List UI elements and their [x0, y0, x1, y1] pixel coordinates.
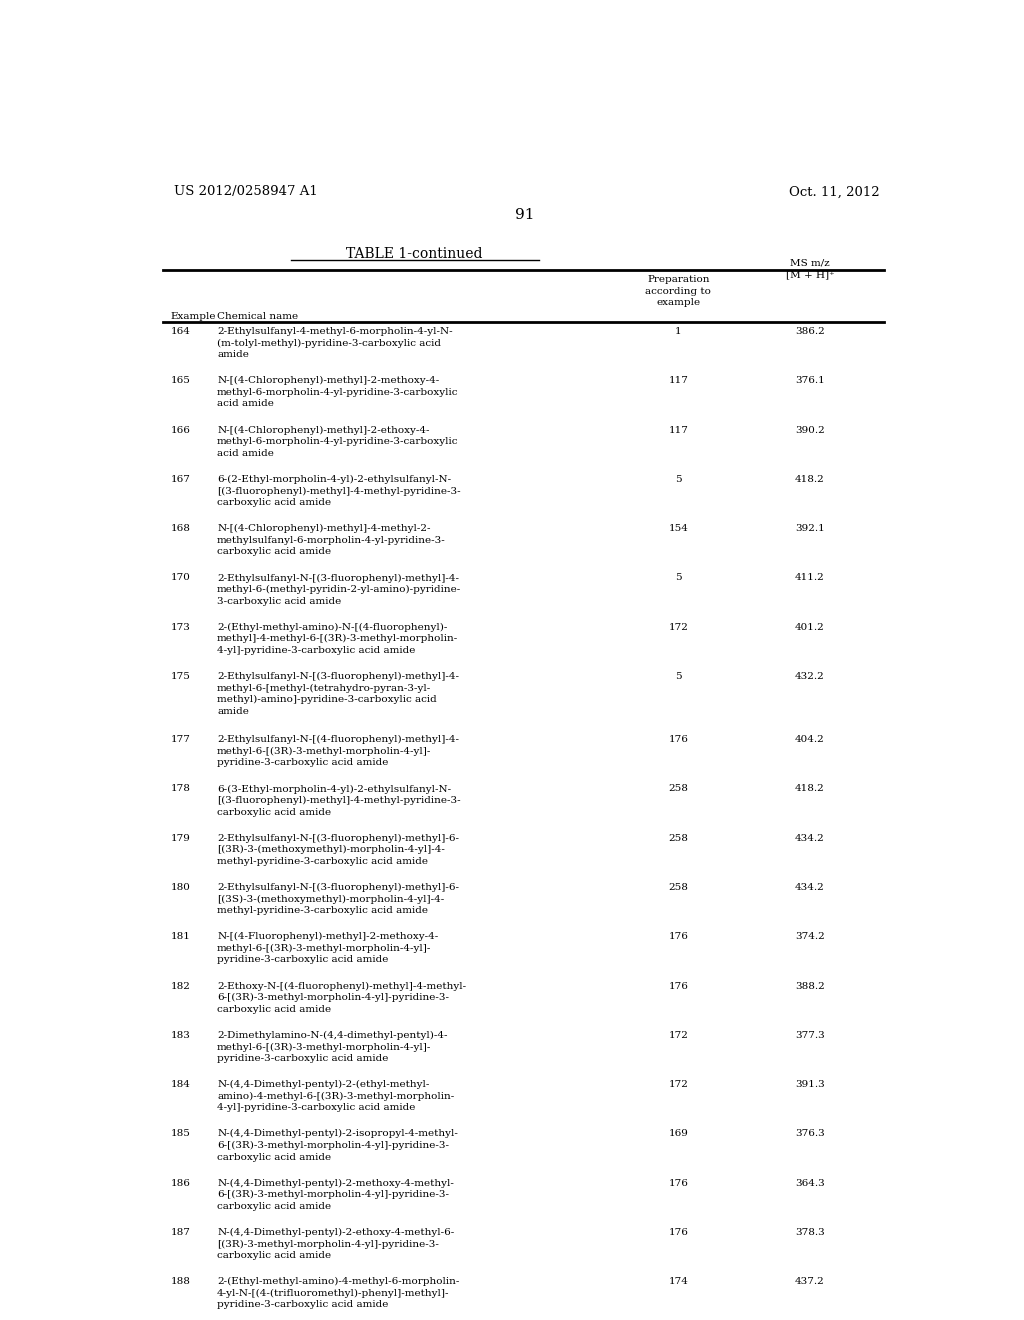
- Text: 388.2: 388.2: [795, 982, 825, 990]
- Text: 176: 176: [669, 735, 688, 744]
- Text: 2-(Ethyl-methyl-amino)-4-methyl-6-morpholin-
4-yl-N-[(4-(trifluoromethyl)-phenyl: 2-(Ethyl-methyl-amino)-4-methyl-6-morpho…: [217, 1278, 460, 1309]
- Text: 181: 181: [171, 932, 190, 941]
- Text: 392.1: 392.1: [795, 524, 825, 533]
- Text: 5: 5: [675, 475, 682, 484]
- Text: 180: 180: [171, 883, 190, 892]
- Text: 169: 169: [669, 1130, 688, 1138]
- Text: 2-Ethylsulfanyl-N-[(3-fluorophenyl)-methyl]-4-
methyl-6-[methyl-(tetrahydro-pyra: 2-Ethylsulfanyl-N-[(3-fluorophenyl)-meth…: [217, 672, 459, 715]
- Text: 167: 167: [171, 475, 190, 484]
- Text: 376.1: 376.1: [795, 376, 825, 385]
- Text: 391.3: 391.3: [795, 1080, 825, 1089]
- Text: 117: 117: [669, 376, 688, 385]
- Text: 178: 178: [171, 784, 190, 793]
- Text: 390.2: 390.2: [795, 425, 825, 434]
- Text: 168: 168: [171, 524, 190, 533]
- Text: N-[(4-Fluorophenyl)-methyl]-2-methoxy-4-
methyl-6-[(3R)-3-methyl-morpholin-4-yl]: N-[(4-Fluorophenyl)-methyl]-2-methoxy-4-…: [217, 932, 438, 965]
- Text: 174: 174: [669, 1278, 688, 1286]
- Text: N-(4,4-Dimethyl-pentyl)-2-ethoxy-4-methyl-6-
[(3R)-3-methyl-morpholin-4-yl]-pyri: N-(4,4-Dimethyl-pentyl)-2-ethoxy-4-methy…: [217, 1228, 455, 1261]
- Text: 2-Ethoxy-N-[(4-fluorophenyl)-methyl]-4-methyl-
6-[(3R)-3-methyl-morpholin-4-yl]-: 2-Ethoxy-N-[(4-fluorophenyl)-methyl]-4-m…: [217, 982, 466, 1014]
- Text: 386.2: 386.2: [795, 327, 825, 337]
- Text: Oct. 11, 2012: Oct. 11, 2012: [790, 185, 880, 198]
- Text: 175: 175: [171, 672, 190, 681]
- Text: 6-(2-Ethyl-morpholin-4-yl)-2-ethylsulfanyl-N-
[(3-fluorophenyl)-methyl]-4-methyl: 6-(2-Ethyl-morpholin-4-yl)-2-ethylsulfan…: [217, 475, 461, 507]
- Text: 404.2: 404.2: [795, 735, 825, 744]
- Text: 173: 173: [171, 623, 190, 632]
- Text: Preparation
according to
example: Preparation according to example: [645, 276, 712, 308]
- Text: 434.2: 434.2: [795, 834, 825, 842]
- Text: 176: 176: [669, 1179, 688, 1188]
- Text: Chemical name: Chemical name: [217, 313, 298, 321]
- Text: N-[(4-Chlorophenyl)-methyl]-4-methyl-2-
methylsulfanyl-6-morpholin-4-yl-pyridine: N-[(4-Chlorophenyl)-methyl]-4-methyl-2- …: [217, 524, 445, 556]
- Text: 166: 166: [171, 425, 190, 434]
- Text: 6-(3-Ethyl-morpholin-4-yl)-2-ethylsulfanyl-N-
[(3-fluorophenyl)-methyl]-4-methyl: 6-(3-Ethyl-morpholin-4-yl)-2-ethylsulfan…: [217, 784, 461, 817]
- Text: 177: 177: [171, 735, 190, 744]
- Text: 1: 1: [675, 327, 682, 337]
- Text: 2-(Ethyl-methyl-amino)-N-[(4-fluorophenyl)-
methyl]-4-methyl-6-[(3R)-3-methyl-mo: 2-(Ethyl-methyl-amino)-N-[(4-fluoropheny…: [217, 623, 459, 655]
- Text: 188: 188: [171, 1278, 190, 1286]
- Text: 154: 154: [669, 524, 688, 533]
- Text: TABLE 1-continued: TABLE 1-continued: [346, 247, 483, 261]
- Text: 258: 258: [669, 784, 688, 793]
- Text: N-(4,4-Dimethyl-pentyl)-2-methoxy-4-methyl-
6-[(3R)-3-methyl-morpholin-4-yl]-pyr: N-(4,4-Dimethyl-pentyl)-2-methoxy-4-meth…: [217, 1179, 454, 1210]
- Text: 2-Ethylsulfanyl-N-[(3-fluorophenyl)-methyl]-4-
methyl-6-(methyl-pyridin-2-yl-ami: 2-Ethylsulfanyl-N-[(3-fluorophenyl)-meth…: [217, 573, 462, 606]
- Text: 117: 117: [669, 425, 688, 434]
- Text: 187: 187: [171, 1228, 190, 1237]
- Text: 2-Dimethylamino-N-(4,4-dimethyl-pentyl)-4-
methyl-6-[(3R)-3-methyl-morpholin-4-y: 2-Dimethylamino-N-(4,4-dimethyl-pentyl)-…: [217, 1031, 447, 1063]
- Text: 184: 184: [171, 1080, 190, 1089]
- Text: US 2012/0258947 A1: US 2012/0258947 A1: [174, 185, 318, 198]
- Text: 172: 172: [669, 1031, 688, 1040]
- Text: 172: 172: [669, 623, 688, 632]
- Text: 176: 176: [669, 982, 688, 990]
- Text: 165: 165: [171, 376, 190, 385]
- Text: 364.3: 364.3: [795, 1179, 825, 1188]
- Text: Example: Example: [171, 313, 216, 321]
- Text: 411.2: 411.2: [795, 573, 825, 582]
- Text: N-[(4-Chlorophenyl)-methyl]-2-methoxy-4-
methyl-6-morpholin-4-yl-pyridine-3-carb: N-[(4-Chlorophenyl)-methyl]-2-methoxy-4-…: [217, 376, 459, 408]
- Text: N-(4,4-Dimethyl-pentyl)-2-(ethyl-methyl-
amino)-4-methyl-6-[(3R)-3-methyl-morpho: N-(4,4-Dimethyl-pentyl)-2-(ethyl-methyl-…: [217, 1080, 455, 1113]
- Text: 378.3: 378.3: [795, 1228, 825, 1237]
- Text: 170: 170: [171, 573, 190, 582]
- Text: 179: 179: [171, 834, 190, 842]
- Text: 432.2: 432.2: [795, 672, 825, 681]
- Text: 258: 258: [669, 883, 688, 892]
- Text: 401.2: 401.2: [795, 623, 825, 632]
- Text: 186: 186: [171, 1179, 190, 1188]
- Text: 2-Ethylsulfanyl-N-[(3-fluorophenyl)-methyl]-6-
[(3S)-3-(methoxymethyl)-morpholin: 2-Ethylsulfanyl-N-[(3-fluorophenyl)-meth…: [217, 883, 459, 915]
- Text: 5: 5: [675, 672, 682, 681]
- Text: 374.2: 374.2: [795, 932, 825, 941]
- Text: 418.2: 418.2: [795, 475, 825, 484]
- Text: 258: 258: [669, 834, 688, 842]
- Text: 2-Ethylsulfanyl-N-[(3-fluorophenyl)-methyl]-6-
[(3R)-3-(methoxymethyl)-morpholin: 2-Ethylsulfanyl-N-[(3-fluorophenyl)-meth…: [217, 834, 459, 866]
- Text: MS m/z
[M + H]⁺: MS m/z [M + H]⁺: [785, 259, 835, 279]
- Text: 183: 183: [171, 1031, 190, 1040]
- Text: 2-Ethylsulfanyl-4-methyl-6-morpholin-4-yl-N-
(m-tolyl-methyl)-pyridine-3-carboxy: 2-Ethylsulfanyl-4-methyl-6-morpholin-4-y…: [217, 327, 453, 359]
- Text: 5: 5: [675, 573, 682, 582]
- Text: 376.3: 376.3: [795, 1130, 825, 1138]
- Text: 418.2: 418.2: [795, 784, 825, 793]
- Text: 164: 164: [171, 327, 190, 337]
- Text: 172: 172: [669, 1080, 688, 1089]
- Text: 377.3: 377.3: [795, 1031, 825, 1040]
- Text: 176: 176: [669, 1228, 688, 1237]
- Text: 176: 176: [669, 932, 688, 941]
- Text: 2-Ethylsulfanyl-N-[(4-fluorophenyl)-methyl]-4-
methyl-6-[(3R)-3-methyl-morpholin: 2-Ethylsulfanyl-N-[(4-fluorophenyl)-meth…: [217, 735, 459, 767]
- Text: 182: 182: [171, 982, 190, 990]
- Text: N-[(4-Chlorophenyl)-methyl]-2-ethoxy-4-
methyl-6-morpholin-4-yl-pyridine-3-carbo: N-[(4-Chlorophenyl)-methyl]-2-ethoxy-4- …: [217, 425, 459, 458]
- Text: N-(4,4-Dimethyl-pentyl)-2-isopropyl-4-methyl-
6-[(3R)-3-methyl-morpholin-4-yl]-p: N-(4,4-Dimethyl-pentyl)-2-isopropyl-4-me…: [217, 1130, 458, 1162]
- Text: 434.2: 434.2: [795, 883, 825, 892]
- Text: 185: 185: [171, 1130, 190, 1138]
- Text: 91: 91: [515, 209, 535, 223]
- Text: 437.2: 437.2: [795, 1278, 825, 1286]
